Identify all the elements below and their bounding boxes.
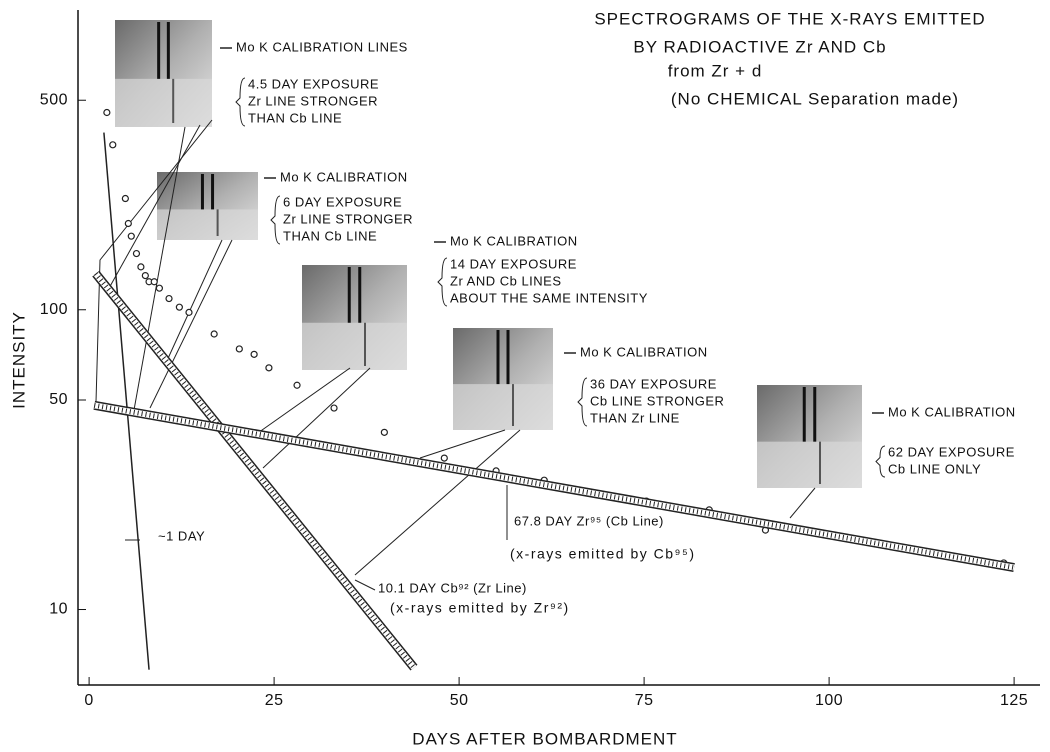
bracket [876, 446, 885, 477]
series-label: ~1 DAY [158, 528, 205, 543]
x-tick-label: 0 [84, 692, 93, 709]
annotation: Mo K CALIBRATION [580, 344, 708, 359]
data-point [156, 285, 162, 291]
annotation: Zr AND Cb LINES [450, 273, 562, 288]
title-line: (No CHEMICAL Separation made) [671, 89, 959, 108]
spectrogram-lower [757, 442, 862, 488]
data-point [251, 351, 257, 357]
decay-line [104, 133, 149, 670]
y-tick-label: 500 [40, 91, 68, 108]
annotation: Mo K CALIBRATION [888, 404, 1016, 419]
annotation: Zr LINE STRONGER [248, 93, 378, 108]
series-label: 10.1 DAY Cb⁹² (Zr Line) [378, 580, 527, 595]
annotation: 4.5 DAY EXPOSURE [248, 76, 379, 91]
annotation: Zr LINE STRONGER [283, 211, 413, 226]
annotation: Cb LINE STRONGER [590, 393, 724, 408]
data-point [166, 296, 172, 302]
data-point [142, 273, 148, 279]
annotation: 62 DAY EXPOSURE [888, 444, 1015, 459]
data-point [125, 220, 131, 226]
x-tick-label: 25 [265, 692, 284, 709]
data-point [110, 142, 116, 148]
data-point [176, 304, 182, 310]
annotation: ABOUT THE SAME INTENSITY [450, 290, 648, 305]
leader [96, 120, 212, 402]
y-tick-label: 100 [40, 301, 68, 318]
y-tick-label: 10 [49, 601, 68, 618]
series-sublabel: (x-rays emitted by Cb⁹⁵) [510, 546, 696, 562]
data-point [104, 110, 110, 116]
data-point [294, 382, 300, 388]
data-point [236, 346, 242, 352]
annotation: Mo K CALIBRATION LINES [236, 39, 408, 54]
bracket [578, 378, 587, 426]
leader [165, 240, 222, 365]
data-point [128, 233, 134, 239]
x-tick-label: 50 [450, 692, 469, 709]
data-point [381, 429, 387, 435]
annotation: THAN Cb LINE [248, 110, 342, 125]
series-sublabel: (x-rays emitted by Zr⁹²) [390, 600, 570, 616]
annotation: THAN Cb LINE [283, 228, 377, 243]
spectrogram-lower [302, 323, 407, 370]
annotation: Mo K CALIBRATION [280, 169, 408, 184]
x-axis-label: DAYS AFTER BOMBARDMENT [412, 729, 677, 748]
annotation: Cb LINE ONLY [888, 461, 981, 476]
chart: INTENSITY DAYS AFTER BOMBARDMENT SPECTRO… [0, 0, 1050, 752]
x-tick-label: 125 [1000, 692, 1028, 709]
data-point [138, 264, 144, 270]
leader [355, 580, 375, 590]
data-point [266, 365, 272, 371]
data-point [441, 455, 447, 461]
annotation: THAN Zr LINE [590, 410, 680, 425]
x-tick-label: 100 [815, 692, 843, 709]
bracket [271, 196, 280, 244]
leader [255, 368, 350, 435]
data-point [211, 331, 217, 337]
y-axis-label: INTENSITY [9, 311, 28, 409]
data-point [122, 196, 128, 202]
leader [790, 488, 815, 518]
leader [150, 240, 232, 408]
annotation: 14 DAY EXPOSURE [450, 256, 577, 271]
spectrogram-lower [157, 209, 258, 240]
annotation: 36 DAY EXPOSURE [590, 376, 717, 391]
title-line: BY RADIOACTIVE Zr AND Cb [633, 37, 886, 56]
title-line: from Zr + d [668, 61, 763, 80]
data-point [151, 279, 157, 285]
title-line: SPECTROGRAMS OF THE X-RAYS EMITTED [594, 9, 985, 28]
spectrogram-lower [453, 384, 553, 430]
y-tick-label: 50 [49, 391, 68, 408]
series-label: 67.8 DAY Zr⁹⁵ (Cb Line) [514, 513, 664, 528]
spectrogram-lower [115, 79, 212, 127]
annotation: Mo K CALIBRATION [450, 233, 578, 248]
data-point [331, 405, 337, 411]
x-tick-label: 75 [635, 692, 654, 709]
data-point [186, 309, 192, 315]
data-point [133, 251, 139, 257]
annotation: 6 DAY EXPOSURE [283, 194, 402, 209]
bracket [438, 258, 447, 306]
bracket [236, 78, 245, 126]
